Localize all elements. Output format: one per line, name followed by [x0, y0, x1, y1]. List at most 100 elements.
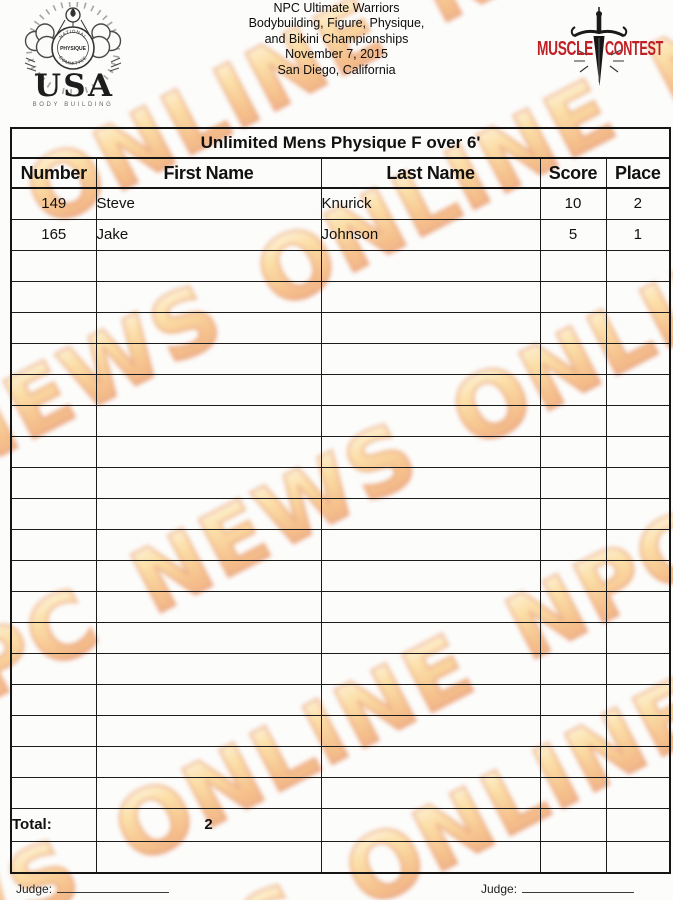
cell-place	[605, 714, 671, 747]
signature-line	[57, 882, 170, 893]
usa-wordmark: USA	[34, 68, 113, 104]
event-header: NPC Ultimate Warriors Bodybuilding, Figu…	[249, 1, 425, 78]
cell-first_name	[95, 840, 322, 874]
table-row: 149 Steve Knurick 10 2	[10, 187, 671, 220]
score-table-body: 149 Steve Knurick 10 2 165 Jake Johnson 5 1 Total:…	[10, 187, 671, 874]
cell-place	[605, 590, 671, 623]
cell-number	[10, 497, 97, 530]
cell-place	[605, 466, 671, 499]
cell-first_name: 2	[95, 807, 322, 842]
cell-place	[605, 683, 671, 716]
cell-last_name	[320, 373, 541, 406]
cell-place	[605, 776, 671, 809]
table-row	[10, 280, 671, 313]
cell-number	[10, 249, 97, 282]
cell-last_name	[320, 342, 541, 375]
cell-place	[605, 435, 671, 468]
cell-number	[10, 745, 97, 778]
col-header-place: Place	[605, 157, 671, 189]
cell-number	[10, 621, 97, 654]
cell-score	[539, 745, 607, 778]
cell-place	[605, 373, 671, 406]
cell-place	[605, 559, 671, 592]
cell-number	[10, 652, 97, 685]
cell-number	[10, 466, 97, 499]
cell-score	[539, 714, 607, 747]
table-header-row: Number First Name Last Name Score Place	[10, 157, 671, 189]
cell-place	[605, 840, 671, 874]
table-title-row: Unlimited Mens Physique F over 6'	[10, 127, 671, 159]
cell-first_name	[95, 280, 322, 313]
cell-score	[539, 280, 607, 313]
cell-first_name	[95, 590, 322, 623]
cell-number	[10, 683, 97, 716]
cell-place	[605, 404, 671, 437]
cell-first_name	[95, 559, 322, 592]
class-title: Unlimited Mens Physique F over 6'	[10, 127, 671, 159]
judge-label: Judge:	[16, 882, 53, 896]
signature-line	[522, 882, 635, 893]
cell-place: 1	[605, 218, 671, 251]
cell-score	[539, 311, 607, 344]
cell-score	[539, 652, 607, 685]
cell-score	[539, 249, 607, 282]
event-date: November 7, 2015	[285, 47, 388, 62]
cell-first_name	[95, 683, 322, 716]
medallion: NATIONAL PHYSIQUE COMMITTEE	[51, 26, 95, 70]
cell-number	[10, 342, 97, 375]
judge-signature-right: Judge:	[481, 882, 635, 896]
judge-signature-left: Judge:	[16, 882, 170, 896]
cell-score	[539, 466, 607, 499]
cell-score	[539, 621, 607, 654]
cell-first_name	[95, 404, 322, 437]
cell-place: 2	[605, 187, 671, 220]
cell-score	[539, 776, 607, 809]
cell-place	[605, 807, 671, 842]
cell-score: 5	[539, 218, 607, 251]
cell-first_name	[95, 342, 322, 375]
cell-last_name	[320, 714, 541, 747]
table-row	[10, 249, 671, 282]
event-location: San Diego, California	[277, 62, 396, 77]
cell-first_name	[95, 621, 322, 654]
cell-first_name	[95, 528, 322, 561]
table-row: Total: 2	[10, 807, 671, 842]
table-row	[10, 559, 671, 592]
cell-number	[10, 590, 97, 623]
torch-icon	[56, 7, 90, 35]
table-row	[10, 404, 671, 437]
cell-last_name: Knurick	[320, 187, 541, 220]
cell-last_name	[320, 435, 541, 468]
event-subtitle-2: and Bikini Championships	[264, 31, 409, 46]
cell-last_name	[320, 840, 541, 874]
cell-place	[605, 652, 671, 685]
cell-first_name	[95, 435, 322, 468]
cell-number: 165	[10, 218, 97, 251]
cell-last_name	[320, 559, 541, 592]
cell-first_name	[95, 497, 322, 530]
col-header-last-name: Last Name	[320, 157, 541, 189]
table-row: 165 Jake Johnson 5 1	[10, 218, 671, 251]
cell-last_name	[320, 683, 541, 716]
table-row	[10, 590, 671, 623]
cell-first_name	[95, 373, 322, 406]
table-row	[10, 840, 671, 874]
col-header-score: Score	[539, 157, 607, 189]
cell-first_name: Steve	[95, 187, 322, 220]
cell-last_name	[320, 621, 541, 654]
cell-score	[539, 840, 607, 874]
score-table: Unlimited Mens Physique F over 6' Number…	[10, 127, 672, 874]
cell-place	[605, 342, 671, 375]
cell-place	[605, 745, 671, 778]
table-row	[10, 714, 671, 747]
cell-score	[539, 590, 607, 623]
cell-last_name	[320, 590, 541, 623]
cell-number	[10, 404, 97, 437]
cell-score	[539, 342, 607, 375]
cell-last_name	[320, 280, 541, 313]
cell-last_name	[320, 497, 541, 530]
cell-number	[10, 528, 97, 561]
cell-last_name	[320, 776, 541, 809]
right-arm-icon	[87, 23, 122, 72]
